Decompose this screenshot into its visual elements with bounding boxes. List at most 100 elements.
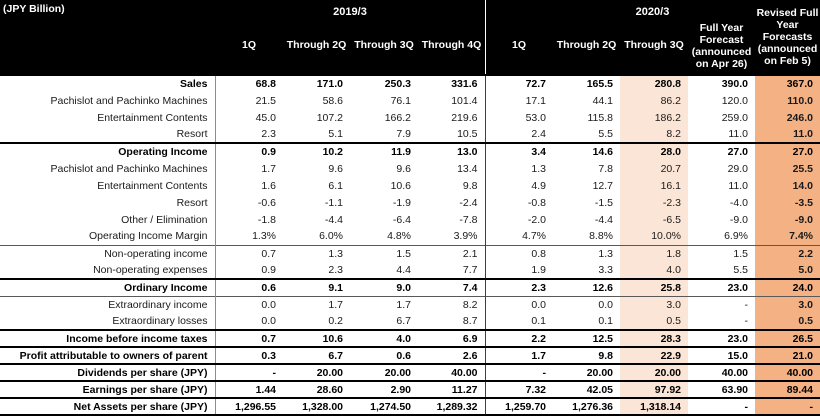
value-cell: -9.0 [729, 213, 748, 226]
value-cell: 1.8 [620, 244, 688, 262]
year-group-divider [485, 0, 486, 74]
value-cell: 28.60 [283, 380, 350, 398]
row-label: Extraordinary losses [0, 313, 216, 330]
value-cell: -2.0 [484, 211, 553, 228]
value-cell: 12.5 [553, 329, 620, 347]
value-cell: 6.7 [283, 346, 350, 364]
value-cell: 219.6 [451, 111, 478, 124]
column-header-full-year-forecast: Full Year Forecast (announced on Apr 26) [691, 22, 752, 70]
value-cell: 0.9 [261, 264, 276, 276]
value-cell: 107.2 [316, 111, 343, 124]
value-cell: 9.8 [462, 179, 478, 192]
row-label: Non-operating expenses [0, 262, 216, 279]
value-cell: 4.0 [620, 262, 688, 279]
value-cell: 165.5 [553, 74, 620, 92]
value-cell: 6.9% [724, 230, 748, 243]
value-cell: - [688, 295, 755, 313]
unit-label: (JPY Billion) [3, 3, 65, 15]
value-cell: 53.0 [484, 109, 553, 126]
value-cell: 0.5 [755, 313, 820, 330]
value-cell: 25.8 [620, 278, 688, 296]
value-cell: 29.0 [727, 162, 748, 175]
column-header-fy2020-through-2q: Through 2Q [556, 39, 617, 51]
value-cell: 5.0 [755, 262, 820, 279]
table-row: Operating Income Margin 1.3% 6.0% 4.8% 3… [0, 228, 820, 245]
value-cell: 11.0 [728, 179, 748, 192]
column-header-fy2019-through-4q: Through 4Q [421, 39, 482, 51]
value-cell: 0.7 [215, 244, 283, 262]
value-cell: 27.0 [688, 142, 755, 160]
value-cell: 7.4 [418, 278, 485, 296]
value-cell: -4.4 [594, 213, 613, 226]
value-cell: 1,328.00 [283, 397, 350, 415]
value-cell: 58.6 [322, 94, 343, 107]
value-cell: 0.0 [484, 295, 553, 313]
value-cell: 7.8 [598, 162, 613, 175]
value-cell: - [744, 315, 749, 327]
value-cell: 40.00 [755, 363, 820, 381]
value-cell: 27.0 [755, 142, 820, 160]
value-cell: 11.9 [350, 142, 418, 160]
value-cell: 1,289.32 [418, 397, 485, 415]
value-cell: 10.2 [283, 142, 350, 160]
value-cell: 9.1 [283, 278, 350, 296]
value-cell: 0.6 [350, 346, 418, 364]
value-cell: 0.7 [215, 329, 283, 347]
value-cell: 1.9 [484, 262, 553, 279]
value-cell: 6.7 [396, 315, 411, 327]
value-cell: 20.00 [620, 363, 688, 381]
row-label: Extraordinary income [0, 295, 216, 313]
row-label: Entertainment Contents [0, 109, 216, 126]
value-cell: 1.3 [484, 160, 553, 177]
value-cell: 7.4% [755, 228, 820, 245]
value-cell: -2.4 [459, 196, 478, 209]
value-cell: 6.1 [328, 179, 343, 192]
value-cell: 2.3 [261, 128, 276, 140]
value-cell: 8.2 [418, 295, 485, 313]
value-cell: 0.5 [620, 313, 688, 330]
value-cell: 1.6 [261, 179, 276, 192]
table-row: Pachislot and Pachinko Machines 21.5 58.… [0, 92, 820, 109]
table-row: Extraordinary income 0.0 1.7 1.7 8.2 0.0… [0, 295, 820, 313]
fiscal-group-2019: 2019/3 [333, 6, 367, 18]
table-row: Sales 68.8 171.0 250.3 331.6 72.7 165.5 … [0, 74, 820, 92]
value-cell: 23.0 [688, 329, 755, 347]
row-label: Ordinary Income [0, 278, 216, 296]
value-cell: - [688, 397, 755, 415]
table-row: Dividends per share (JPY) - 20.00 20.00 … [0, 363, 820, 381]
value-cell: 0.0 [553, 295, 620, 313]
value-cell: 4.0 [350, 329, 418, 347]
value-cell: 9.6 [396, 162, 411, 175]
value-cell: 40.00 [688, 363, 755, 381]
value-cell: 2.3 [484, 278, 553, 296]
value-cell: 2.6 [418, 346, 485, 364]
value-cell: 97.92 [620, 380, 688, 398]
value-cell: 42.05 [553, 380, 620, 398]
table-row: Resort 2.3 5.1 7.9 10.5 2.4 5.5 8.2 11.0… [0, 126, 820, 143]
value-cell: 186.2 [620, 109, 688, 126]
value-cell: -6.5 [620, 211, 688, 228]
value-cell: -2.3 [620, 194, 688, 211]
row-label: Resort [0, 126, 216, 143]
value-cell: 8.7 [462, 315, 478, 327]
table-row: Operating Income 0.9 10.2 11.9 13.0 3.4 … [0, 142, 820, 160]
value-cell: 76.1 [390, 94, 411, 107]
row-label: Entertainment Contents [0, 177, 216, 194]
row-label: Pachislot and Pachinko Machines [0, 92, 216, 109]
value-cell: 5.1 [328, 128, 343, 140]
value-cell: 13.4 [457, 162, 478, 175]
value-cell: 20.00 [350, 363, 418, 381]
value-cell: - [215, 363, 283, 381]
column-header-fy2019-through-2q: Through 2Q [286, 39, 347, 51]
value-cell: 26.5 [755, 329, 820, 347]
value-cell: 20.00 [283, 363, 350, 381]
table-row: Earnings per share (JPY) 1.44 28.60 2.90… [0, 380, 820, 398]
value-cell: 20.7 [620, 160, 688, 177]
row-label: Earnings per share (JPY) [0, 380, 216, 398]
table-row: Non-operating income 0.7 1.3 1.5 2.1 0.8… [0, 244, 820, 262]
value-cell: 16.1 [620, 177, 688, 194]
value-cell: 1.5 [350, 244, 418, 262]
value-cell: - [484, 363, 553, 381]
value-cell: 21.0 [755, 346, 820, 364]
